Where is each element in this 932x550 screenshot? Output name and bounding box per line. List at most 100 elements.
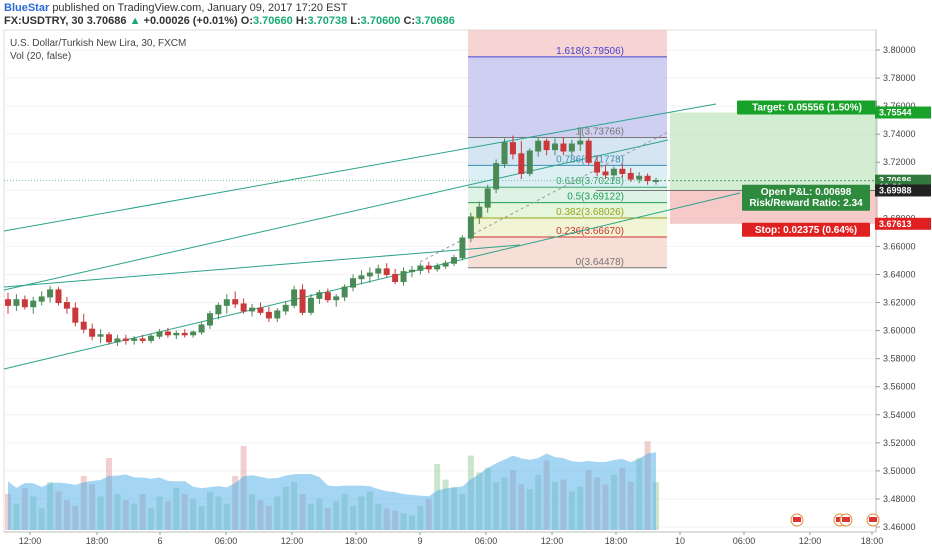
fib-zone (468, 187, 667, 203)
y-tick-label: 3.74000 (883, 129, 916, 139)
candle-body (291, 289, 298, 306)
x-tick-label: 12:00 (281, 536, 304, 546)
candle-body (206, 313, 213, 326)
up-triangle-icon: ▲ (129, 15, 141, 27)
pnl-label: Open P&L: 0.00698 (761, 187, 852, 198)
target-zone (670, 112, 878, 191)
fib-label: 0.382(3.68026) (556, 207, 624, 218)
candle-body (164, 331, 171, 336)
candle-body (181, 332, 188, 336)
candle-body (13, 299, 20, 306)
y-tick-label: 3.64000 (883, 269, 916, 279)
candle-body (97, 334, 104, 337)
fib-label: 0.236(3.66670) (556, 226, 624, 237)
price-change: +0.00026 (+0.01%) (143, 15, 238, 27)
candle-body (619, 168, 626, 174)
candle-body (518, 153, 525, 174)
candle-body (602, 171, 609, 176)
price-tag (875, 106, 931, 119)
projection-line (419, 131, 669, 263)
x-tick-label: 18:00 (86, 536, 109, 546)
close-value: 3.70686 (415, 15, 455, 27)
candle-body (627, 172, 634, 180)
price-tag-label: 3.75544 (879, 108, 912, 118)
price-tag-label: 3.67613 (879, 219, 912, 229)
y-tick-label: 3.46000 (883, 522, 916, 532)
candle-body (80, 321, 87, 330)
y-tick-label: 3.60000 (883, 326, 916, 336)
author-name[interactable]: BlueStar (4, 2, 50, 14)
flag-stripe (793, 517, 801, 522)
x-tick-label: 18:00 (861, 536, 884, 546)
candle-body (467, 216, 474, 239)
candles-layer (5, 127, 659, 347)
candle-body (366, 272, 373, 277)
close-label: C: (403, 15, 416, 27)
candle-body (594, 161, 601, 173)
last-price: 3.70686 (86, 15, 127, 27)
candle-body (148, 335, 155, 341)
candle-body (568, 143, 575, 152)
candle-body (274, 310, 281, 319)
fib-label: 0.618(3.70218) (556, 176, 624, 187)
low-value: 3.70600 (360, 15, 401, 27)
y-tick-label: 3.62000 (883, 298, 916, 308)
candle-body (240, 303, 247, 312)
candle-body (72, 307, 79, 323)
x-tick-label: 6 (157, 536, 162, 546)
open-label: O: (240, 15, 253, 27)
symbol-label: FX:USDTRY, 30 (4, 15, 84, 27)
channel-upper-line (3, 103, 717, 232)
y-tick-label: 3.66000 (883, 241, 916, 251)
y-tick-label: 3.72000 (883, 157, 916, 167)
candle-body (610, 168, 617, 176)
candle-body (30, 300, 37, 308)
candle-body (139, 338, 146, 341)
candle-body (299, 289, 306, 313)
y-tick-label: 3.78000 (883, 73, 916, 83)
candle-body (89, 328, 96, 337)
candle-body (535, 140, 542, 152)
y-tick-label: 3.52000 (883, 438, 916, 448)
candle-body (198, 324, 205, 333)
candle-body (333, 296, 340, 301)
candle-body (644, 175, 651, 181)
fib-label: 0(3.64478) (576, 257, 624, 268)
fib-zone (468, 165, 667, 188)
candle-body (636, 175, 643, 180)
candle-body (249, 307, 256, 312)
candle-body (408, 269, 415, 273)
x-tick-label: 9 (417, 536, 422, 546)
series-title: U.S. Dollar/Turkish New Lira, 30, FXCM (10, 38, 186, 49)
volume-title: Vol (20, false) (10, 51, 71, 62)
candle-body (190, 331, 197, 336)
candle-body (375, 268, 382, 274)
candle-body (417, 265, 424, 271)
candle-body (552, 143, 559, 151)
price-tag-label: 3.70686 (879, 176, 912, 186)
pnl-box (742, 184, 870, 211)
candle-body (383, 268, 390, 275)
candle-body (131, 338, 138, 341)
stop-label: Stop: 0.02375 (0.64%) (755, 225, 857, 236)
y-tick-label: 3.54000 (883, 410, 916, 420)
fib-zone-top (468, 30, 667, 57)
candle-body (653, 179, 659, 182)
candle-body (173, 332, 180, 336)
y-tick-label: 3.58000 (883, 354, 916, 364)
candle-body (560, 143, 567, 152)
candle-body (324, 292, 331, 301)
candle-body (122, 338, 129, 341)
y-tick-label: 3.50000 (883, 466, 916, 476)
candle-body (358, 275, 365, 280)
price-tag (875, 217, 931, 230)
candle-body (316, 292, 323, 299)
candle-body (501, 142, 508, 165)
target-box (737, 100, 877, 115)
candle-body (425, 265, 432, 270)
x-tick-label: 06:00 (733, 536, 756, 546)
x-tick-label: 10 (675, 536, 685, 546)
candle-body (156, 331, 163, 337)
trend-line-a (3, 244, 521, 288)
